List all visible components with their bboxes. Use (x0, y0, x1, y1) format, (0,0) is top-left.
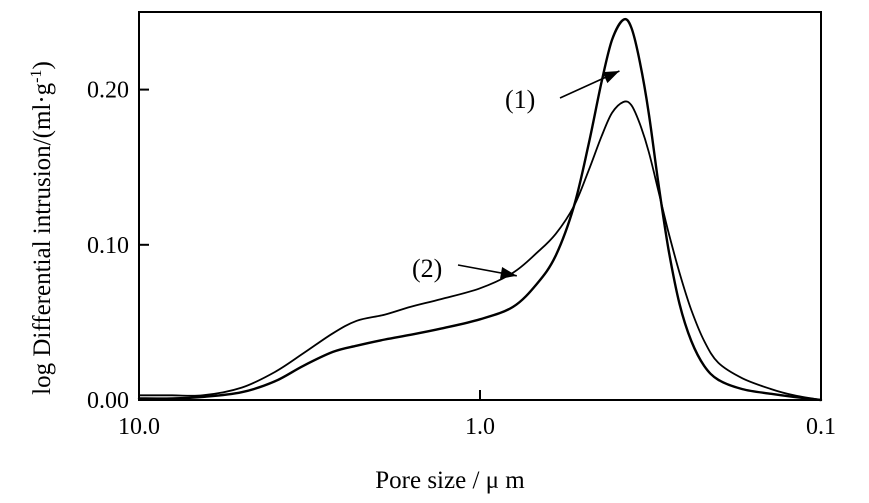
x-axis-title: Pore size / μ m (375, 467, 525, 494)
plot-frame (138, 11, 822, 401)
annotation-label-2: (2) (412, 254, 442, 283)
y-tick-label: 0.20 (87, 78, 129, 104)
y-axis-title-superscript: -1 (28, 70, 45, 83)
x-tick-label: 0.1 (806, 414, 836, 440)
y-axis-title: log Differential intrusion/(ml·g-1) (28, 61, 56, 395)
annotation-layer: (1) (2) (412, 70, 620, 283)
series-line-2 (138, 100, 822, 401)
annotation-label-1: (1) (505, 85, 535, 114)
annotation-arrowhead-1 (602, 71, 620, 84)
y-tick-label: 0.10 (87, 233, 129, 259)
x-tick-label: 10.0 (118, 414, 160, 440)
y-axis-title-main: log Differential intrusion/(ml·g (29, 82, 56, 394)
y-tick-label: 0.00 (87, 388, 129, 414)
series-layer (137, 17, 823, 402)
x-axis-ticks: 10.0 1.0 0.1 (118, 390, 836, 440)
series-line-1 (137, 17, 823, 402)
annotation-arrowhead-2 (500, 267, 517, 279)
x-tick-label: 1.0 (465, 414, 495, 440)
y-axis-title-end: ) (29, 61, 56, 69)
y-axis-ticks: 0.00 0.10 0.20 (87, 78, 149, 414)
